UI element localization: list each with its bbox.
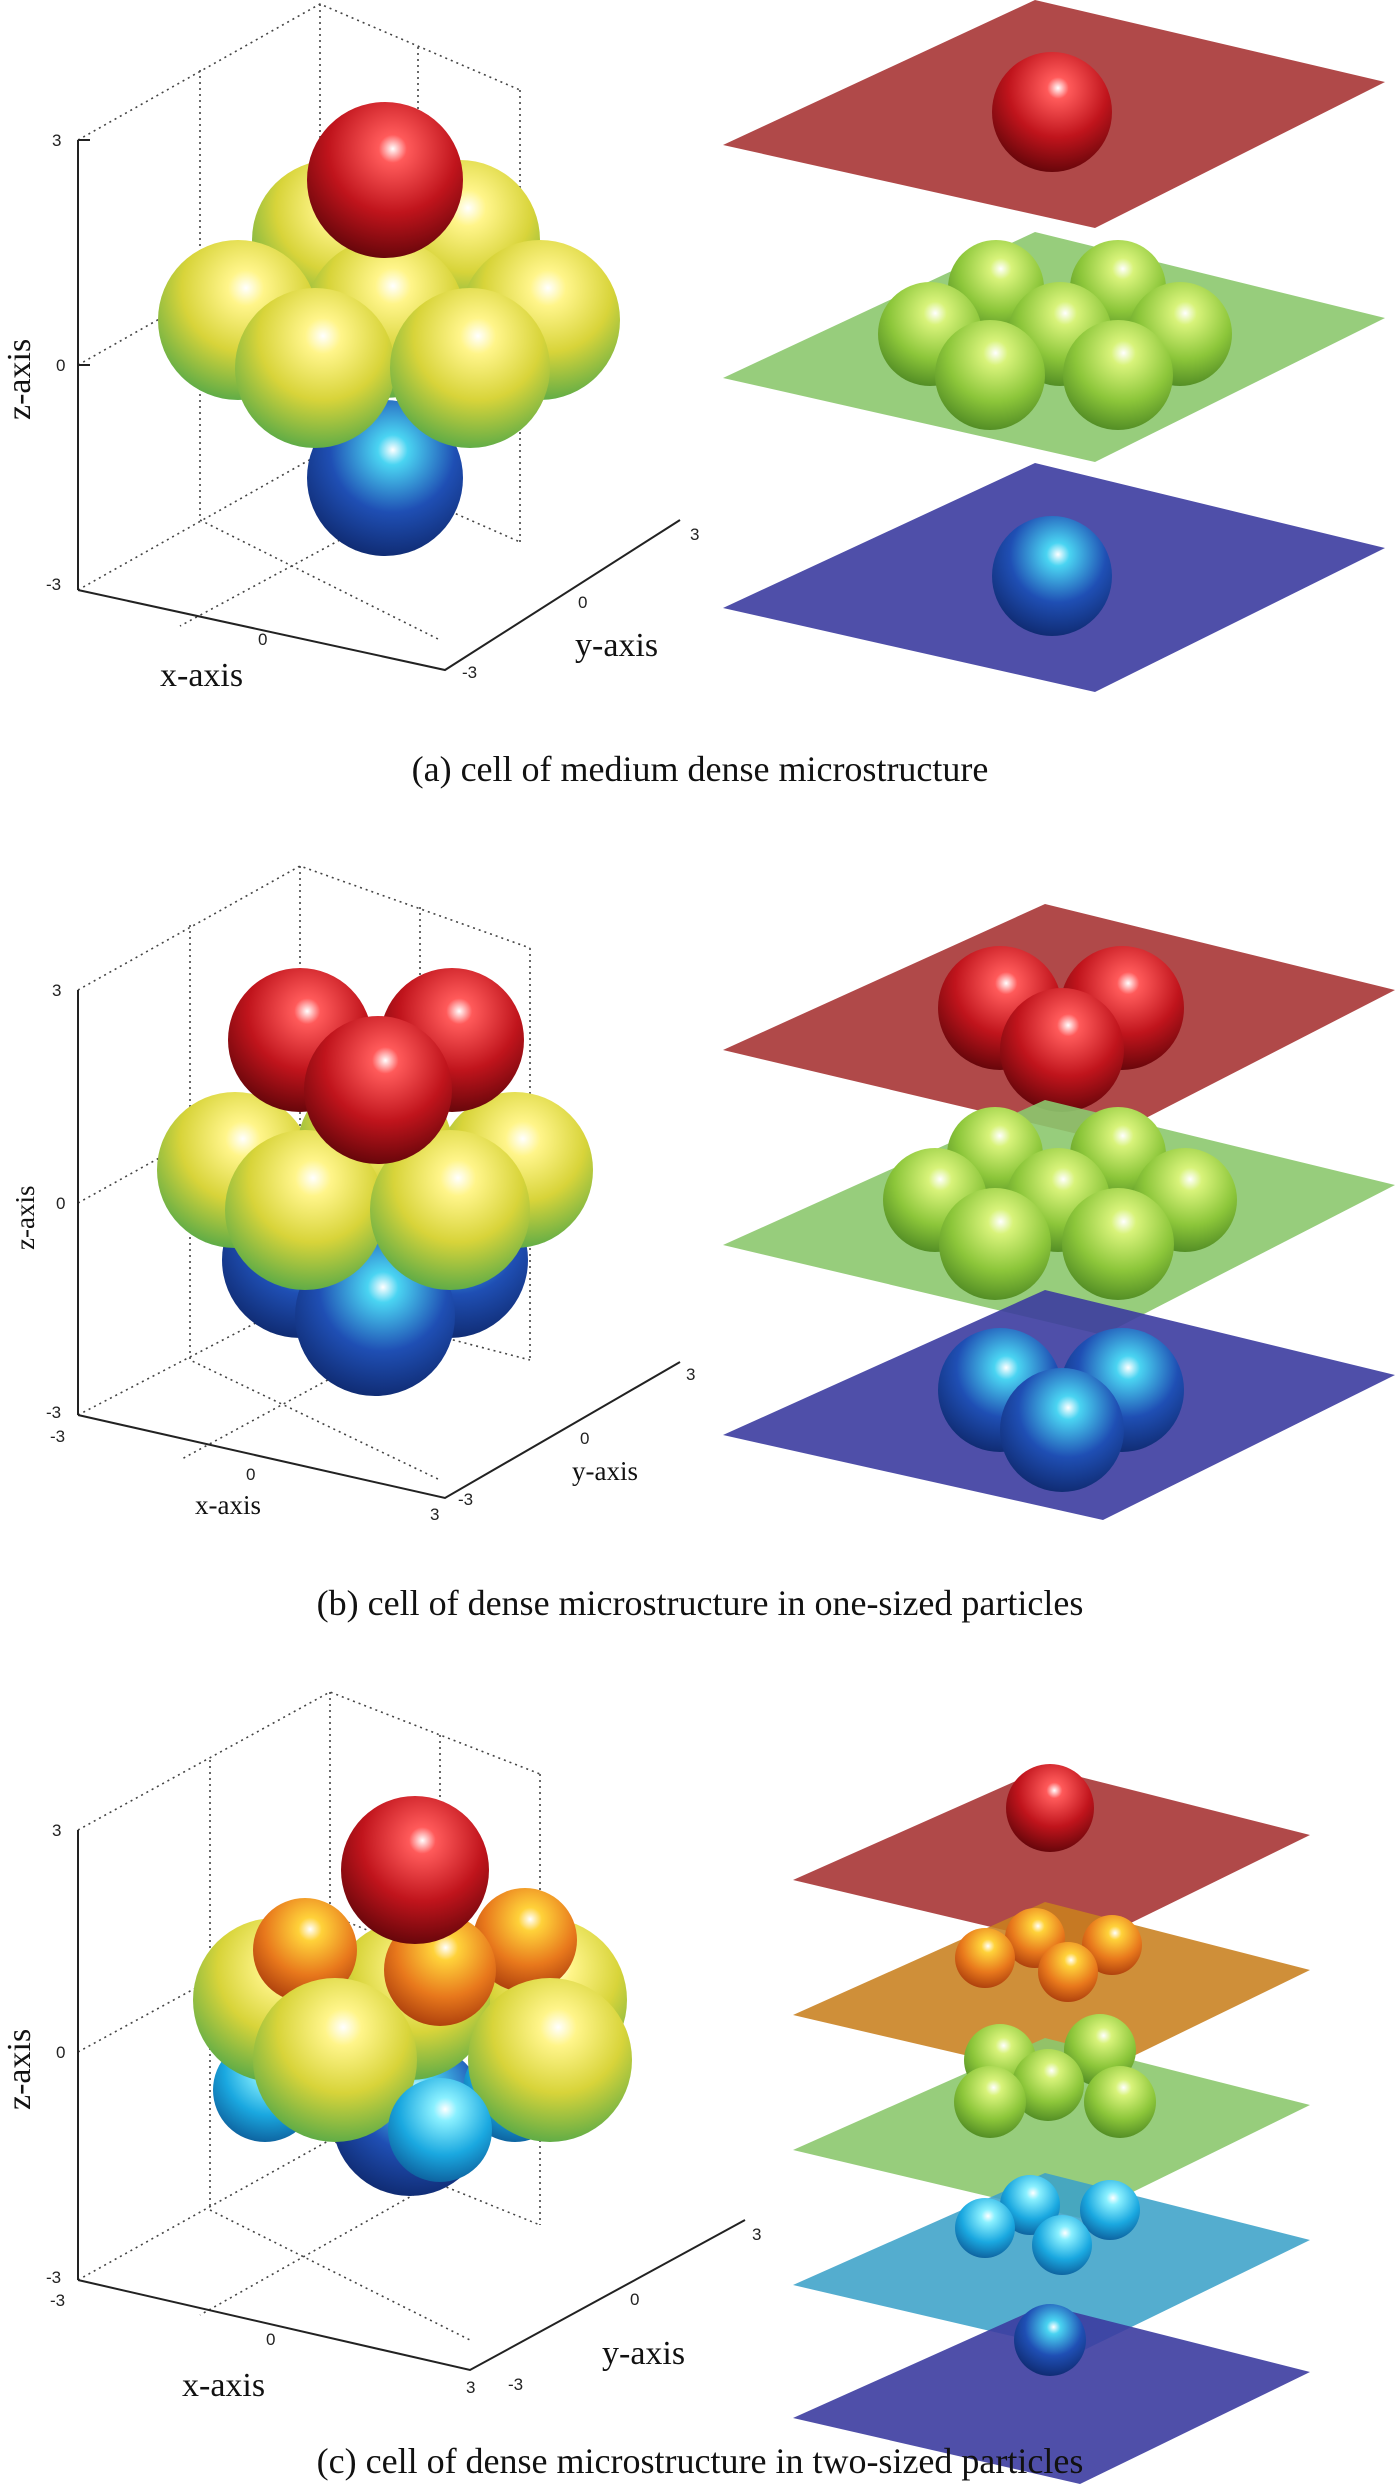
panel-a-y-tick-bottom: -3 xyxy=(462,663,477,682)
panel-a-caption: (a) cell of medium dense microstructure xyxy=(411,749,989,789)
panel-c-z-tick-mid: 0 xyxy=(56,2043,65,2062)
panel-b-z-axis-label: z-axis xyxy=(10,1186,40,1250)
panel-a-y-axis-label: y-axis xyxy=(575,627,658,664)
panel-b-3d-plot xyxy=(77,865,1395,1520)
panel-c-x-axis-label: x-axis xyxy=(182,2367,265,2404)
panel-b-y-tick-bottom: -3 xyxy=(458,1490,473,1509)
panel-c-x-tick-left: -3 xyxy=(50,2291,65,2310)
panel-b-y-tick-mid: 0 xyxy=(580,1429,589,1448)
panel-c-x-tick-mid: 0 xyxy=(266,2330,275,2349)
panel-a-z-tick-bottom: -3 xyxy=(46,575,61,594)
panel-a-x-axis-label: x-axis xyxy=(160,657,243,694)
panel-c-z-tick-top: 3 xyxy=(52,1821,61,1840)
panel-a-3d-plot xyxy=(77,0,1385,692)
panel-c-y-axis-label: y-axis xyxy=(602,2335,685,2372)
panel-c-y-tick-bottom: -3 xyxy=(508,2375,523,2394)
panel-b-z-tick-top: 3 xyxy=(52,981,61,1000)
panel-b-x-tick-left: -3 xyxy=(50,1427,65,1446)
panel-b-z-tick-mid: 0 xyxy=(56,1194,65,1213)
panel-b-x-tick-right: 3 xyxy=(430,1505,439,1524)
panel-a-z-axis-label: z-axis xyxy=(1,339,38,420)
panel-b-y-axis-label: y-axis xyxy=(572,1456,638,1486)
panel-a-z-tick-mid: 0 xyxy=(56,356,65,375)
panel-c-3d-plot xyxy=(77,1691,1310,2484)
panel-c-z-axis-label: z-axis xyxy=(1,2029,38,2110)
panel-c-z-tick-bottom: -3 xyxy=(46,2268,61,2287)
panel-b-x-axis-label: x-axis xyxy=(195,1490,261,1520)
panel-c-caption: (c) cell of dense microstructure in two-… xyxy=(316,2441,1084,2481)
panel-b-y-tick-top: 3 xyxy=(686,1365,695,1384)
panel-a-y-tick-top: 3 xyxy=(690,525,699,544)
panel-a-x-tick-mid: 0 xyxy=(258,630,267,649)
panel-c-y-tick-mid: 0 xyxy=(630,2290,639,2309)
panel-b-x-tick-mid: 0 xyxy=(246,1465,255,1484)
panel-a-y-tick-mid: 0 xyxy=(578,593,587,612)
panel-c-y-tick-top: 3 xyxy=(752,2225,761,2244)
panel-b-caption: (b) cell of dense microstructure in one-… xyxy=(316,1583,1084,1623)
panel-c-x-tick-right: 3 xyxy=(466,2378,475,2397)
panel-a-z-tick-top: 3 xyxy=(52,131,61,150)
panel-b-z-tick-bottom: -3 xyxy=(46,1403,61,1422)
